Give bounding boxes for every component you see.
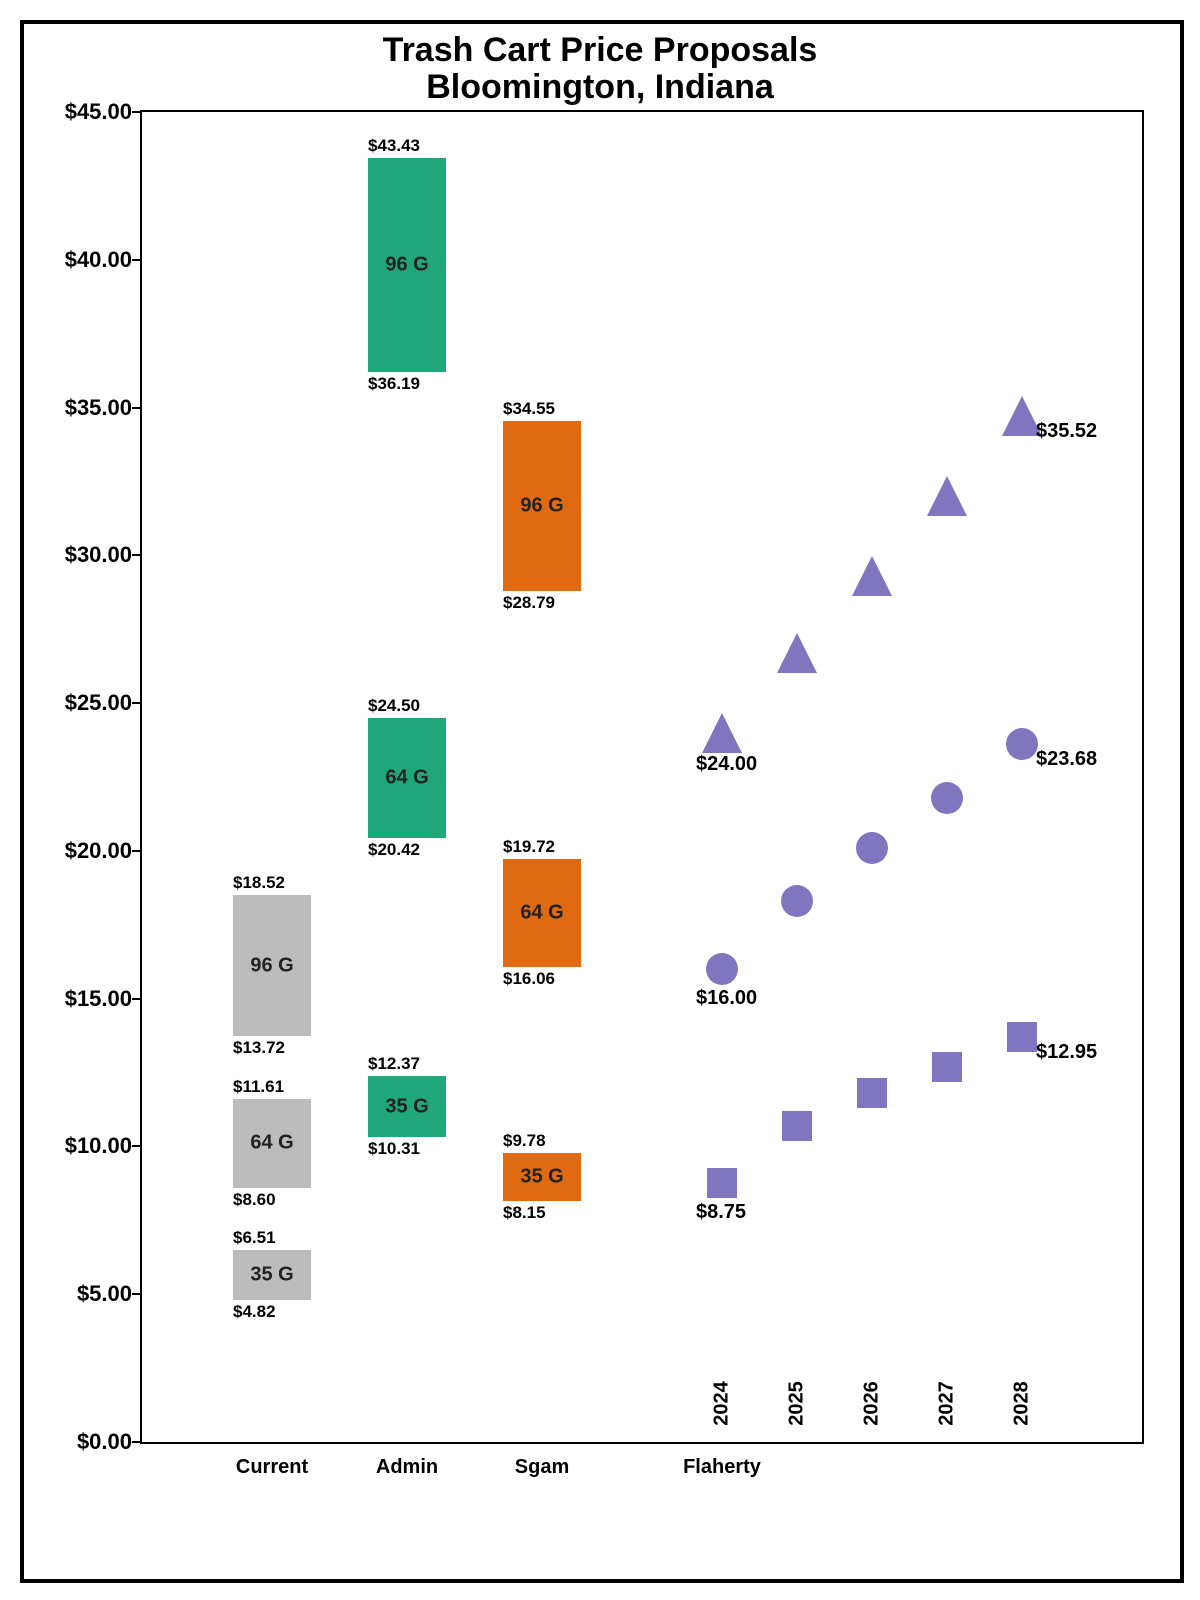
y-tick-mark xyxy=(132,998,142,1000)
series-end-label: $12.95 xyxy=(1036,1041,1097,1064)
bar-high-label: $43.43 xyxy=(368,136,446,156)
square-marker xyxy=(707,1168,737,1198)
x-category-label: Sgam xyxy=(515,1456,569,1479)
bar-size-label: 35 G xyxy=(250,1263,293,1286)
bar-size-label: 64 G xyxy=(385,767,428,790)
square-marker xyxy=(932,1052,962,1082)
x-category-label: Current xyxy=(236,1456,308,1479)
y-tick-label: $40.00 xyxy=(65,247,132,273)
bar-low-label: $28.79 xyxy=(503,593,581,613)
y-tick-label: $10.00 xyxy=(65,1133,132,1159)
year-label: 2028 xyxy=(1011,1381,1034,1426)
range-bar: $24.50$20.4264 G xyxy=(368,718,446,839)
chart-title: Trash Cart Price Proposals Bloomington, … xyxy=(0,32,1200,107)
bar-size-label: 35 G xyxy=(520,1166,563,1189)
triangle-marker xyxy=(852,556,892,596)
y-tick-mark xyxy=(132,1293,142,1295)
circle-marker xyxy=(931,782,963,814)
bar-high-label: $6.51 xyxy=(233,1228,311,1248)
series-start-label: $8.75 xyxy=(696,1201,746,1224)
y-tick-label: $25.00 xyxy=(65,690,132,716)
bar-size-label: 64 G xyxy=(520,902,563,925)
triangle-marker xyxy=(777,633,817,673)
bar-low-label: $20.42 xyxy=(368,840,446,860)
title-line-2: Bloomington, Indiana xyxy=(0,69,1200,106)
bar-high-label: $24.50 xyxy=(368,696,446,716)
bar-low-label: $16.06 xyxy=(503,969,581,989)
y-tick-label: $20.00 xyxy=(65,838,132,864)
title-line-1: Trash Cart Price Proposals xyxy=(0,32,1200,69)
range-bar: $18.52$13.7296 G xyxy=(233,895,311,1037)
range-bar: $43.43$36.1996 G xyxy=(368,158,446,372)
series-end-label: $35.52 xyxy=(1036,420,1097,443)
y-tick-mark xyxy=(132,111,142,113)
bar-high-label: $19.72 xyxy=(503,837,581,857)
range-bar: $12.37$10.3135 G xyxy=(368,1076,446,1137)
bar-size-label: 96 G xyxy=(520,494,563,517)
square-marker xyxy=(857,1078,887,1108)
bar-size-label: 96 G xyxy=(385,254,428,277)
range-bar: $34.55$28.7996 G xyxy=(503,421,581,591)
y-tick-mark xyxy=(132,1145,142,1147)
range-bar: $6.51$4.8235 G xyxy=(233,1250,311,1300)
range-bar: $9.78$8.1535 G xyxy=(503,1153,581,1201)
bar-low-label: $4.82 xyxy=(233,1302,311,1322)
bar-low-label: $36.19 xyxy=(368,374,446,394)
y-tick-mark xyxy=(132,850,142,852)
bar-low-label: $10.31 xyxy=(368,1139,446,1159)
y-tick-label: $5.00 xyxy=(77,1281,132,1307)
triangle-marker xyxy=(927,476,967,516)
square-marker xyxy=(782,1111,812,1141)
circle-marker xyxy=(1006,728,1038,760)
bar-size-label: 35 G xyxy=(385,1095,428,1118)
y-tick-label: $30.00 xyxy=(65,542,132,568)
year-label: 2027 xyxy=(936,1381,959,1426)
range-bar: $19.72$16.0664 G xyxy=(503,859,581,967)
y-tick-mark xyxy=(132,554,142,556)
year-label: 2026 xyxy=(861,1381,884,1426)
circle-marker xyxy=(856,832,888,864)
triangle-marker xyxy=(702,713,742,753)
y-tick-label: $0.00 xyxy=(77,1429,132,1455)
range-bar: $11.61$8.6064 G xyxy=(233,1099,311,1188)
bar-high-label: $9.78 xyxy=(503,1131,581,1151)
series-end-label: $23.68 xyxy=(1036,748,1097,771)
bar-high-label: $11.61 xyxy=(233,1077,311,1097)
bar-low-label: $8.60 xyxy=(233,1190,311,1210)
bar-high-label: $34.55 xyxy=(503,399,581,419)
bar-low-label: $8.15 xyxy=(503,1203,581,1223)
bar-high-label: $18.52 xyxy=(233,873,311,893)
square-marker xyxy=(1007,1022,1037,1052)
bar-size-label: 96 G xyxy=(250,954,293,977)
series-start-label: $24.00 xyxy=(696,753,757,776)
circle-marker xyxy=(706,953,738,985)
y-tick-label: $15.00 xyxy=(65,986,132,1012)
x-category-label: Admin xyxy=(376,1456,438,1479)
year-label: 2024 xyxy=(711,1381,734,1426)
bar-size-label: 64 G xyxy=(250,1132,293,1155)
y-tick-mark xyxy=(132,702,142,704)
plot-area: $0.00$5.00$10.00$15.00$20.00$25.00$30.00… xyxy=(140,110,1144,1444)
bar-low-label: $13.72 xyxy=(233,1038,311,1058)
y-tick-mark xyxy=(132,1441,142,1443)
y-tick-mark xyxy=(132,407,142,409)
chart-stage: Trash Cart Price Proposals Bloomington, … xyxy=(0,0,1200,1600)
x-category-label: Flaherty xyxy=(683,1456,761,1479)
y-tick-label: $35.00 xyxy=(65,395,132,421)
y-tick-label: $45.00 xyxy=(65,99,132,125)
year-label: 2025 xyxy=(786,1381,809,1426)
y-tick-mark xyxy=(132,259,142,261)
series-start-label: $16.00 xyxy=(696,987,757,1010)
bar-high-label: $12.37 xyxy=(368,1054,446,1074)
circle-marker xyxy=(781,885,813,917)
